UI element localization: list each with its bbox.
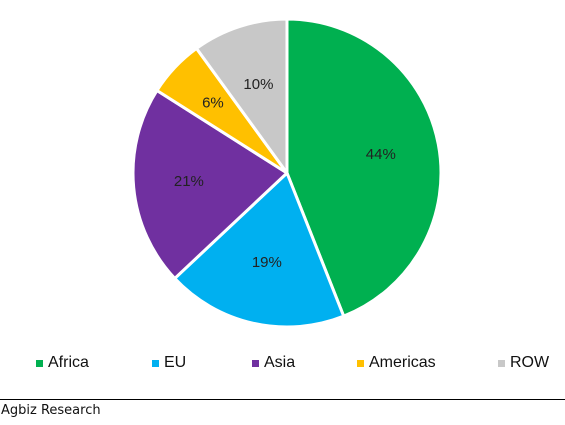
data-label-eu: 19%	[252, 254, 282, 271]
pie-data-labels: 44% 19% 21% 6% 10%	[174, 76, 396, 271]
source-divider	[0, 399, 565, 400]
data-label-asia: 21%	[174, 173, 204, 190]
legend-item-row: ROW	[498, 351, 549, 375]
legend-label-americas: Americas	[369, 354, 436, 371]
legend-swatch-americas	[357, 359, 364, 367]
legend-item-africa: Africa	[36, 351, 89, 375]
data-label-americas: 6%	[202, 94, 224, 111]
data-label-row: 10%	[243, 76, 273, 93]
legend-label-asia: Asia	[264, 354, 296, 371]
pie-slice-africa	[285, 17, 443, 318]
pie-chart: 44% 19% 21% 6% 10%	[131, 17, 443, 329]
chart-legend: Africa EU Asia Americas ROW	[0, 351, 565, 375]
pie-slice-row	[194, 17, 289, 175]
data-label-africa: 44%	[366, 146, 396, 163]
legend-label-eu: EU	[164, 354, 187, 371]
legend-label-africa: Africa	[48, 354, 89, 371]
legend-item-americas: Americas	[357, 351, 436, 375]
source-note: Agbiz Research	[1, 403, 101, 418]
pie-slice-eu	[173, 171, 346, 329]
legend-item-asia: Asia	[252, 351, 295, 375]
legend-swatch-eu	[152, 359, 159, 367]
legend-label-row: ROW	[510, 354, 550, 371]
pie-slices	[131, 17, 443, 329]
legend-item-eu: EU	[152, 351, 186, 375]
legend-swatch-africa	[36, 359, 43, 367]
legend-swatch-asia	[252, 359, 259, 367]
legend-swatch-row	[498, 359, 505, 367]
pie-slice-asia	[131, 88, 289, 280]
